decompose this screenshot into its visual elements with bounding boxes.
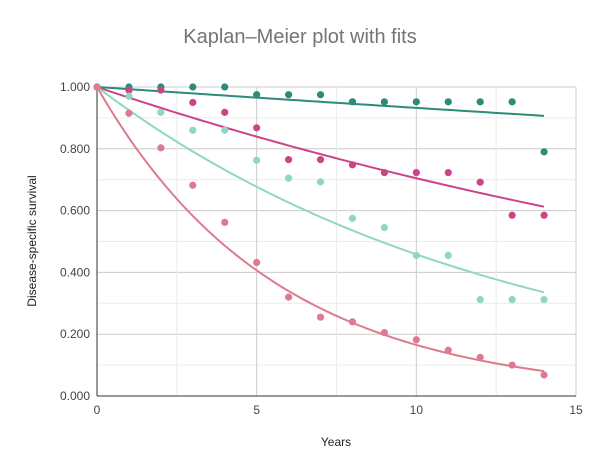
data-point [316,156,325,164]
fit-curve [96,86,545,117]
data-point [285,156,293,164]
data-point [476,98,484,106]
axes [96,87,576,397]
data-point [380,98,388,106]
x-tick-label: 15 [569,403,583,417]
y-tick-label: 0.200 [60,327,90,341]
data-point [93,83,101,91]
data-point [444,251,452,260]
data-point [540,295,548,304]
data-point [189,126,197,134]
tick-labels: 0.000 0.200 0.400 0.600 0.800 1.000 0 5 10 15 [60,80,583,417]
x-axis-label: Years [321,435,351,449]
data-point [285,174,293,182]
y-tick-label: 1.000 [60,80,90,94]
data-point [380,168,388,177]
data-point [508,361,516,369]
y-tick-label: 0.800 [60,142,90,156]
data-point [444,98,452,106]
fit-curve [96,86,545,294]
data-point [253,91,261,99]
data-point [540,371,548,379]
data-point [508,98,516,106]
fit-curve [96,86,545,373]
data-point [412,251,420,260]
data-point [157,144,165,152]
data-point [348,161,357,169]
data-point [157,86,165,94]
data-point [476,295,484,304]
data-point [444,346,452,354]
data-point [380,329,388,337]
data-point [253,124,261,132]
y-tick-label: 0.400 [60,265,90,279]
data-point [221,126,229,134]
data-point [476,353,484,361]
data-point [316,178,325,186]
data-point [285,293,293,301]
x-tick-label: 0 [94,403,101,417]
data-point [189,98,197,107]
data-point [221,108,229,116]
y-tick-label: 0.600 [60,204,90,218]
data-point [125,92,133,100]
data-point [476,178,484,186]
x-tick-label: 5 [253,403,260,417]
data-point [348,214,357,222]
data-point [412,336,420,344]
data-point [189,181,197,189]
data-point [253,156,261,164]
data-point [348,318,357,326]
fit-curve [96,86,545,208]
data-point [348,98,357,106]
y-axis-label: Disease-specific survival [25,175,39,306]
data-point [316,313,325,321]
data-point [253,258,261,267]
data-point [157,108,165,116]
data-point [380,223,388,232]
grid [97,86,577,396]
data-point [285,91,293,99]
data-point [508,211,516,219]
data-point [444,168,452,177]
data-point [540,148,548,156]
data-point [125,109,133,117]
chart-title: Kaplan–Meier plot with fits [183,26,416,48]
x-tick-label: 10 [410,403,424,417]
data-point [412,168,420,177]
data-point [221,83,229,91]
data-point [189,83,197,91]
data-point [540,211,548,219]
fit-curves [96,86,545,373]
data-point [221,218,229,226]
data-point [508,295,516,304]
y-tick-label: 0.000 [60,389,90,403]
data-point [316,91,325,99]
data-point [412,98,420,106]
data-point [125,86,133,94]
data-points [93,83,548,379]
